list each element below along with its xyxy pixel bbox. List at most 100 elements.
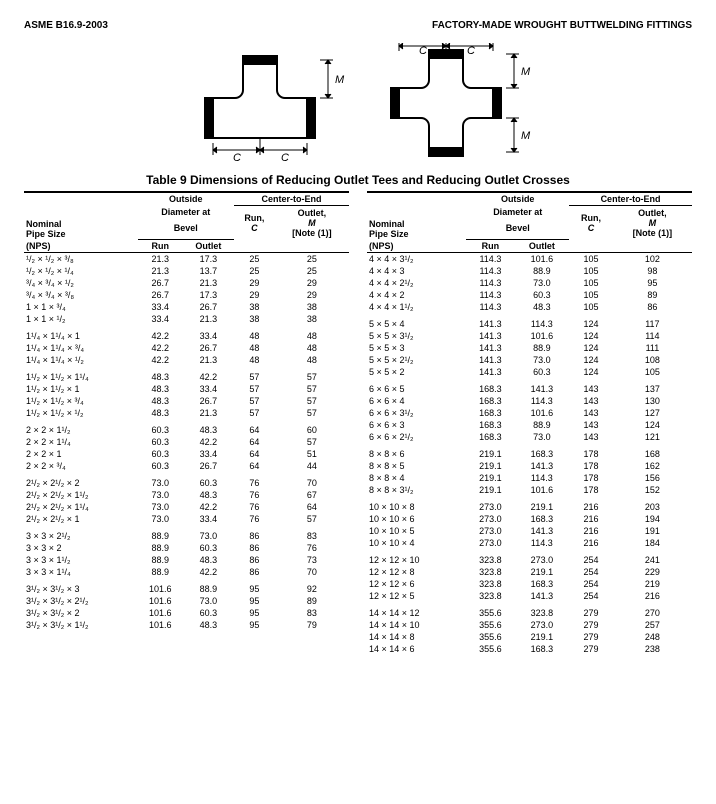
cell-outlet-od: 141.3 <box>515 460 570 472</box>
cell-run-c: 38 <box>234 313 275 325</box>
cell-run-c: 64 <box>234 460 275 472</box>
cell-nps: 1¹/₄ × 1¹/₄ × ³/₄ <box>24 342 138 354</box>
cell-outlet-od: 21.3 <box>183 277 234 289</box>
cell-outlet-od: 88.9 <box>515 342 570 354</box>
cell-run-c: 124 <box>569 366 613 378</box>
cell-run-c: 64 <box>234 419 275 436</box>
cell-nps: 2 × 2 × 1¹/₂ <box>24 419 138 436</box>
cell-outlet-od: 73.0 <box>515 431 570 443</box>
cell-outlet-m: 57 <box>275 383 349 395</box>
cell-run-c: 143 <box>569 431 613 443</box>
cell-run-c: 57 <box>234 366 275 383</box>
cell-outlet-od: 101.6 <box>515 330 570 342</box>
data-table: OutsideCenter-to-EndDiameter atRun,COutl… <box>367 191 692 655</box>
cell-run-od: 88.9 <box>138 542 183 554</box>
table-row: 3¹/₂ × 3¹/₂ × 2101.660.39583 <box>24 607 349 619</box>
cell-nps: 2¹/₂ × 2¹/₂ × 1¹/₂ <box>24 489 138 501</box>
cell-run-od: 33.4 <box>138 313 183 325</box>
cell-nps: 14 × 14 × 10 <box>367 619 466 631</box>
table-row: 3 × 3 × 2¹/₂88.973.08683 <box>24 525 349 542</box>
cell-outlet-m: 48 <box>275 354 349 366</box>
cell-run-od: 88.9 <box>138 525 183 542</box>
tee-diagram: M C C <box>185 43 345 163</box>
cell-run-od: 60.3 <box>138 419 183 436</box>
table-row: 8 × 8 × 3¹/₂219.1101.6178152 <box>367 484 692 496</box>
table-row: 1 × 1 × ³/₄33.426.73838 <box>24 301 349 313</box>
cell-run-c: 216 <box>569 513 613 525</box>
doc-title: FACTORY-MADE WROUGHT BUTTWELDING FITTING… <box>432 20 692 31</box>
cell-run-c: 29 <box>234 289 275 301</box>
cell-run-od: 21.3 <box>138 253 183 266</box>
cell-run-c: 254 <box>569 566 613 578</box>
cell-outlet-m: 25 <box>275 265 349 277</box>
cell-run-c: 105 <box>569 253 613 266</box>
cell-run-od: 48.3 <box>138 395 183 407</box>
table-row: 5 × 5 × 3141.388.9124111 <box>367 342 692 354</box>
label-M-bot: M <box>521 130 531 142</box>
table-row: 2¹/₂ × 2¹/₂ × 173.033.47657 <box>24 513 349 525</box>
cell-nps: 5 × 5 × 3 <box>367 342 466 354</box>
cell-run-od: 355.6 <box>466 631 514 643</box>
cell-nps: 12 × 12 × 10 <box>367 549 466 566</box>
cell-outlet-od: 42.2 <box>183 566 234 578</box>
cell-outlet-od: 88.9 <box>183 578 234 595</box>
cell-outlet-od: 88.9 <box>515 419 570 431</box>
table-row: 6 × 6 × 2¹/₂168.373.0143121 <box>367 431 692 443</box>
cell-outlet-m: 257 <box>613 619 692 631</box>
cell-outlet-od: 273.0 <box>515 549 570 566</box>
cell-run-od: 141.3 <box>466 313 514 330</box>
cell-run-c: 95 <box>234 607 275 619</box>
cell-run-c: 279 <box>569 631 613 643</box>
cell-nps: 4 × 4 × 2¹/₂ <box>367 277 466 289</box>
cell-run-c: 48 <box>234 354 275 366</box>
cell-run-c: 95 <box>234 595 275 607</box>
cell-outlet-od: 60.3 <box>183 542 234 554</box>
cell-run-od: 168.3 <box>466 395 514 407</box>
cell-run-od: 323.8 <box>466 578 514 590</box>
cell-outlet-m: 248 <box>613 631 692 643</box>
cell-run-c: 279 <box>569 643 613 655</box>
cell-outlet-od: 101.6 <box>515 484 570 496</box>
cell-nps: 3¹/₂ × 3¹/₂ × 2 <box>24 607 138 619</box>
cell-outlet-m: 105 <box>613 366 692 378</box>
cell-outlet-m: 108 <box>613 354 692 366</box>
cell-outlet-od: 60.3 <box>515 366 570 378</box>
cell-run-c: 25 <box>234 265 275 277</box>
cell-run-c: 86 <box>234 525 275 542</box>
cell-outlet-m: 67 <box>275 489 349 501</box>
table-row: ¹/₂ × ¹/₂ × ¹/₄21.313.72525 <box>24 265 349 277</box>
cell-run-c: 124 <box>569 330 613 342</box>
cell-outlet-od: 273.0 <box>515 619 570 631</box>
table-row: 3¹/₂ × 3¹/₂ × 1¹/₂101.648.39579 <box>24 619 349 631</box>
cell-nps: 1¹/₂ × 1¹/₂ × ¹/₂ <box>24 407 138 419</box>
cell-outlet-m: 203 <box>613 496 692 513</box>
cell-run-c: 29 <box>234 277 275 289</box>
cell-run-c: 279 <box>569 602 613 619</box>
table-row: 10 × 10 × 5273.0141.3216191 <box>367 525 692 537</box>
table-row: 12 × 12 × 6323.8168.3254219 <box>367 578 692 590</box>
cell-nps: 10 × 10 × 5 <box>367 525 466 537</box>
cell-outlet-od: 21.3 <box>183 354 234 366</box>
cell-nps: 2 × 2 × 1¹/₄ <box>24 436 138 448</box>
cell-run-c: 143 <box>569 407 613 419</box>
cell-run-od: 101.6 <box>138 619 183 631</box>
cell-outlet-m: 38 <box>275 313 349 325</box>
cell-run-od: 323.8 <box>466 590 514 602</box>
cell-outlet-m: 95 <box>613 277 692 289</box>
cell-run-c: 95 <box>234 619 275 631</box>
cell-run-c: 124 <box>569 313 613 330</box>
table-row: 6 × 6 × 5168.3141.3143137 <box>367 378 692 395</box>
cell-run-od: 273.0 <box>466 525 514 537</box>
cell-nps: 6 × 6 × 4 <box>367 395 466 407</box>
cell-outlet-od: 13.7 <box>183 265 234 277</box>
cell-nps: 12 × 12 × 8 <box>367 566 466 578</box>
cell-nps: 10 × 10 × 4 <box>367 537 466 549</box>
cell-nps: 3 × 3 × 1¹/₄ <box>24 566 138 578</box>
cell-outlet-od: 48.3 <box>183 619 234 631</box>
cell-outlet-m: 238 <box>613 643 692 655</box>
cell-nps: 3 × 3 × 2¹/₂ <box>24 525 138 542</box>
cell-run-od: 355.6 <box>466 602 514 619</box>
cell-outlet-m: 57 <box>275 407 349 419</box>
cell-run-od: 33.4 <box>138 301 183 313</box>
cell-outlet-od: 73.0 <box>515 354 570 366</box>
